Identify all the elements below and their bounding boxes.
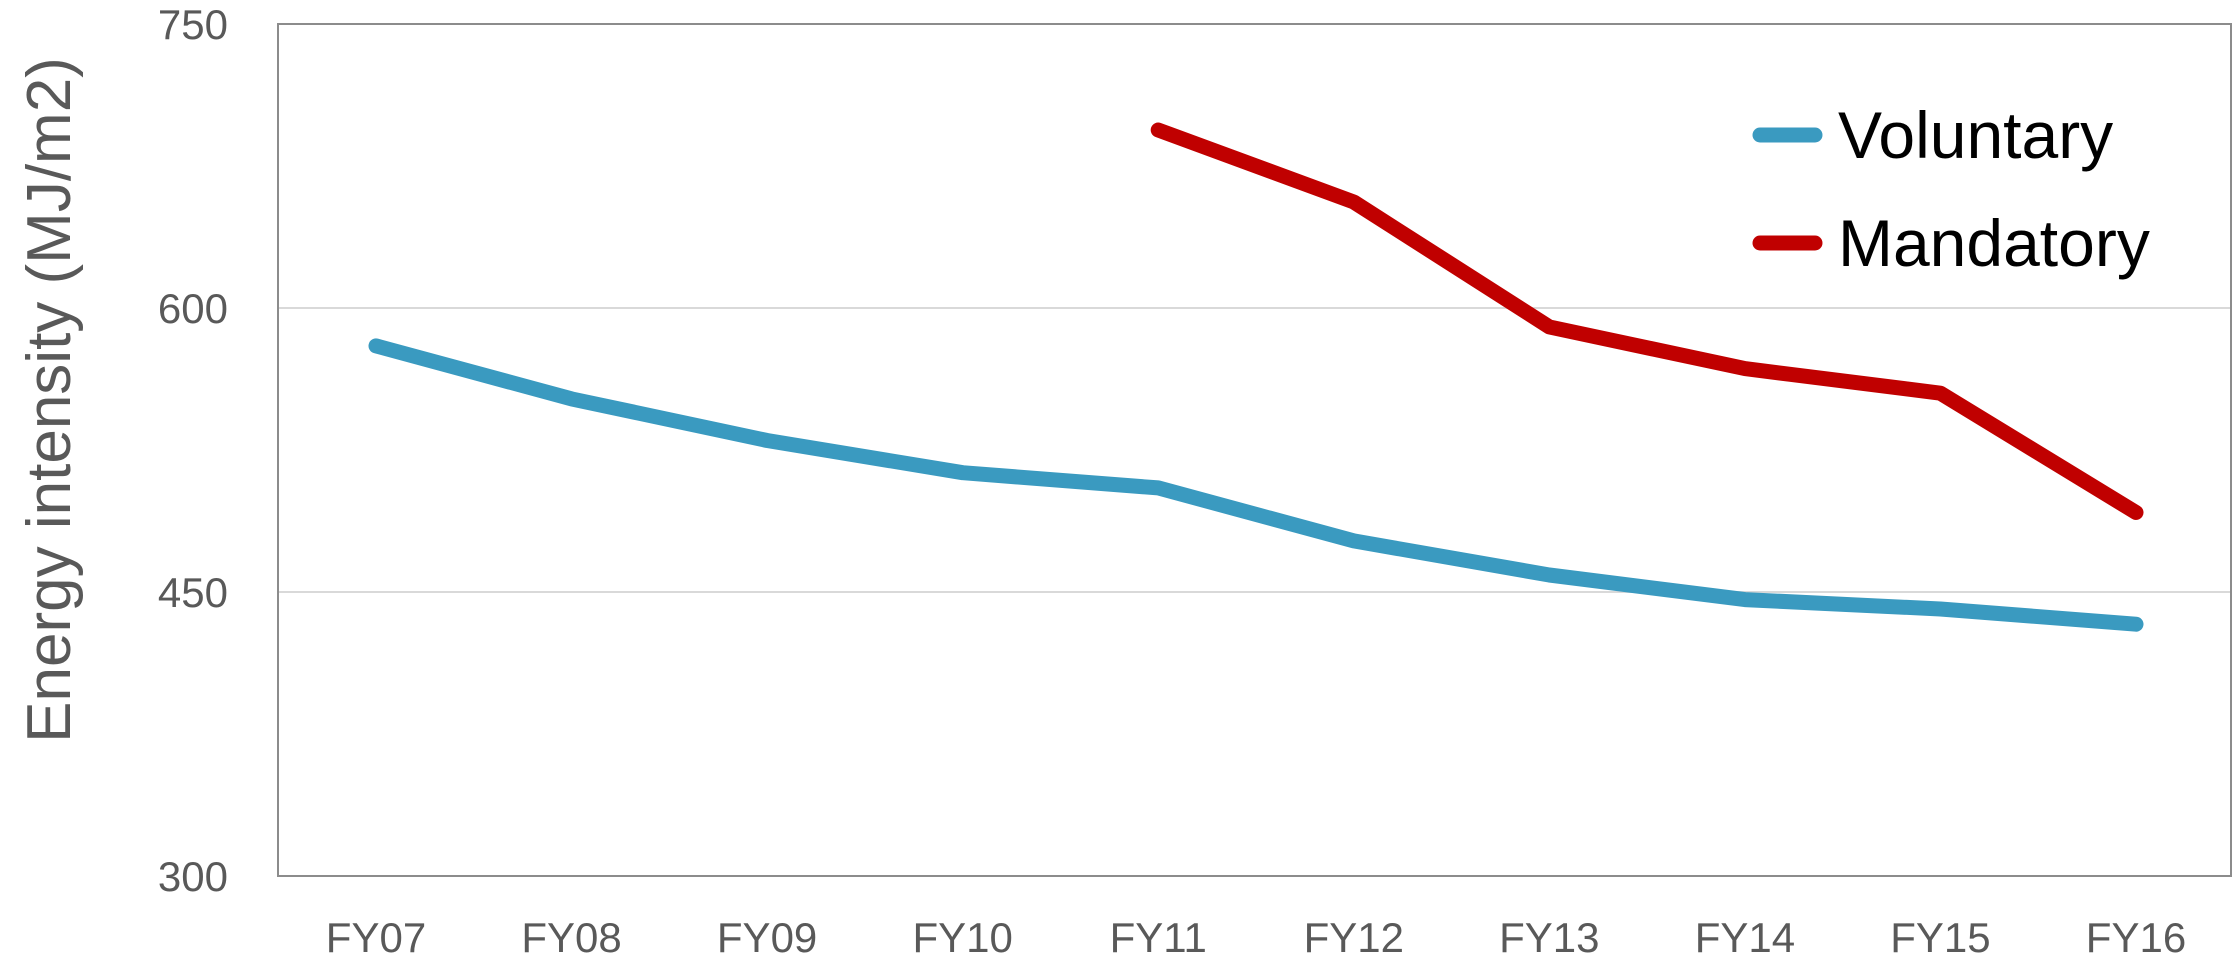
plot-area-frame [277,23,2232,877]
x-tick-label: FY12 [1304,914,1404,959]
y-tick-label: 450 [158,569,228,616]
legend-item-mandatory: Mandatory [1752,206,2150,280]
legend-item-voluntary: Voluntary [1752,98,2113,172]
x-tick-label: FY14 [1695,914,1795,959]
series-line-voluntary [368,338,2144,632]
x-tick-label: FY16 [2086,914,2186,959]
y-axis-title: Energy intensity (MJ/m2) [15,57,84,743]
y-tick-label: 600 [158,285,228,332]
x-tick-label: FY13 [1499,914,1599,959]
x-tick-label: FY11 [1110,914,1207,959]
series-layer [368,122,2144,632]
x-tick-label: FY07 [326,914,426,959]
series-line-mandatory [1150,122,2144,520]
x-tick-label: FY10 [912,914,1012,959]
x-axis-ticks: FY07 FY08 FY09 FY10 FY11 FY12 FY13 FY14 FY15 FY16 [326,914,2186,961]
y-axis-ticks: 300 450 600 750 [158,1,228,900]
legend-label: Voluntary [1838,98,2113,172]
y-tick-label: 300 [158,853,228,900]
grid-layer [278,307,2231,593]
y-tick-label: 750 [158,1,228,48]
legend-label: Mandatory [1838,206,2150,280]
x-tick-label: FY09 [717,914,817,959]
legend: Voluntary Mandatory [1752,98,2150,280]
x-tick-label: FY15 [1890,914,1990,959]
x-tick-label: FY08 [521,914,621,959]
